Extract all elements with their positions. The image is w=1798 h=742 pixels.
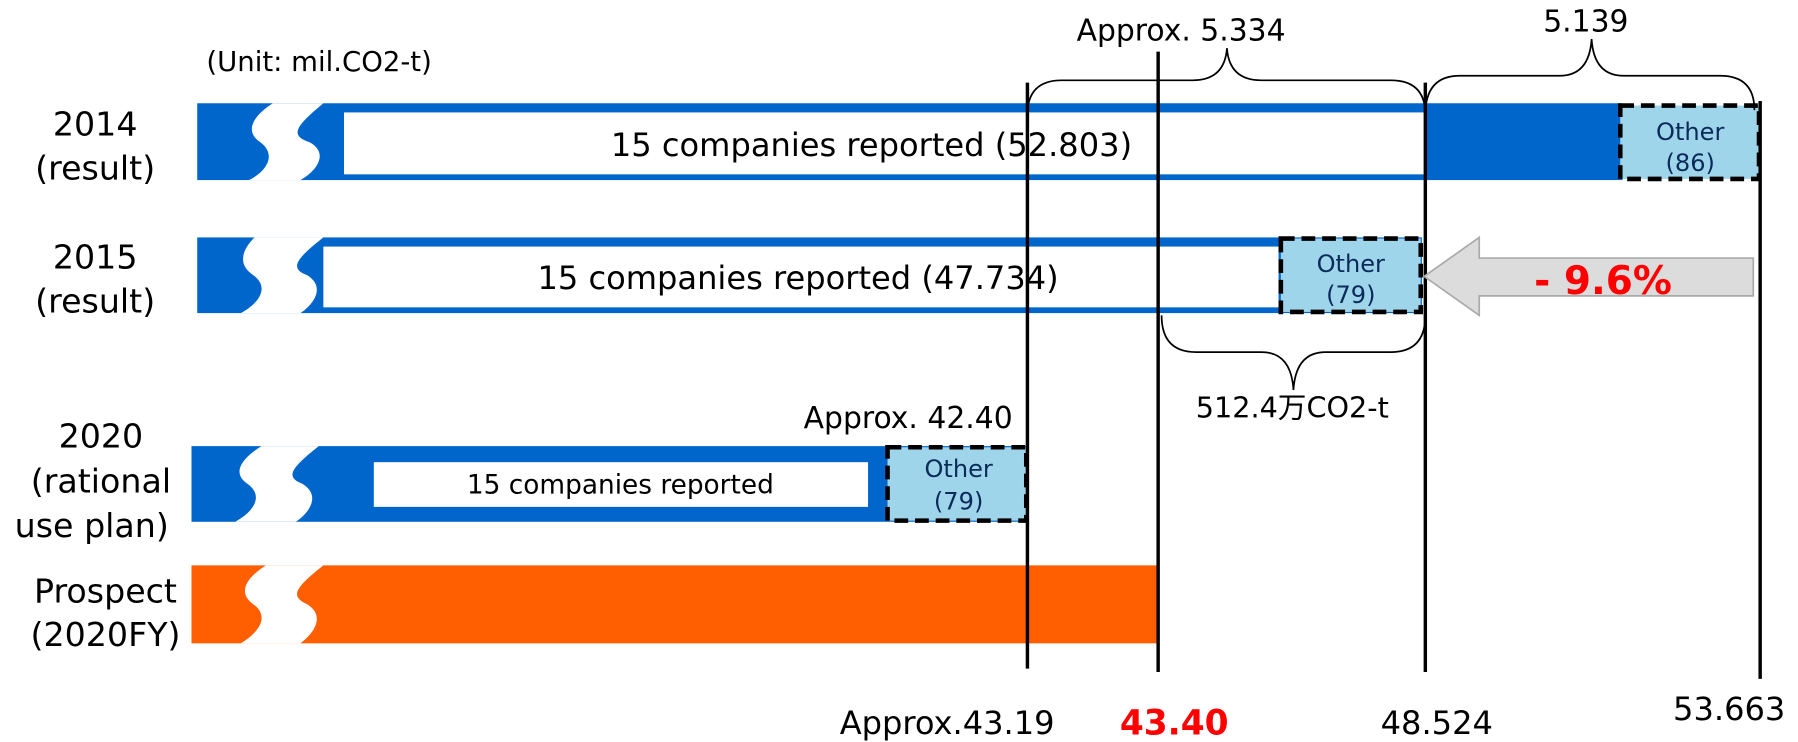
bar-inner [373, 462, 869, 507]
row-label: 2014 [53, 105, 138, 144]
axis-label: 48.524 [1381, 704, 1493, 742]
other-label: Other [1317, 250, 1385, 278]
row-2014: 15 companies reported (52.803) Other (86… [35, 103, 1762, 187]
change-label: - 9.6% [1534, 259, 1672, 304]
brace [1026, 48, 1427, 115]
bar-text: 15 companies reported [467, 471, 774, 501]
brace-label: 512.4万CO2-t [1196, 390, 1389, 424]
brace [1160, 315, 1427, 390]
other-value: (86) [1665, 149, 1714, 177]
bar-inner [344, 112, 1426, 175]
row-prospect: Prospect (2020FY) [30, 565, 1159, 654]
unit-label: (Unit: mil.CO2-t) [206, 46, 431, 78]
bar [191, 565, 1159, 644]
row-2020: 15 companies reported Other (79) 2020 (r… [15, 401, 1029, 545]
brace-label: Approx. 5.334 [1077, 14, 1286, 49]
bar-text: 15 companies reported (52.803) [611, 126, 1132, 164]
break-mark [240, 237, 324, 314]
row-label: use plan) [15, 506, 169, 545]
row-label: (result) [35, 281, 155, 320]
bar-inner [323, 246, 1279, 308]
axis-label: Approx.43.19 [840, 704, 1055, 742]
row-label: (2020FY) [30, 615, 180, 654]
other-box [1278, 236, 1424, 315]
decrease-arrow [1422, 235, 1755, 318]
brace [1424, 38, 1756, 115]
other-label: Other [1656, 118, 1724, 146]
brace-label: 5.139 [1543, 4, 1628, 39]
break-mark [235, 446, 319, 522]
row-label: 2020 [59, 417, 144, 456]
break-mark [240, 565, 324, 644]
other-label: Other [924, 455, 992, 483]
break-mark [248, 103, 324, 181]
plan-total: Approx. 42.40 [804, 401, 1013, 436]
row-label: Prospect [34, 571, 177, 610]
axis-label: 43.40 [1120, 703, 1229, 742]
row-2015: 15 companies reported (47.734) Other (79… [35, 236, 1424, 320]
axis-label: 53.663 [1673, 690, 1785, 728]
other-value: (79) [1326, 281, 1375, 309]
row-label: (rational [31, 461, 171, 500]
row-label: 2015 [53, 238, 138, 277]
row-label: (result) [35, 148, 155, 187]
other-value: (79) [934, 487, 983, 515]
bar-text: 15 companies reported (47.734) [537, 259, 1058, 297]
